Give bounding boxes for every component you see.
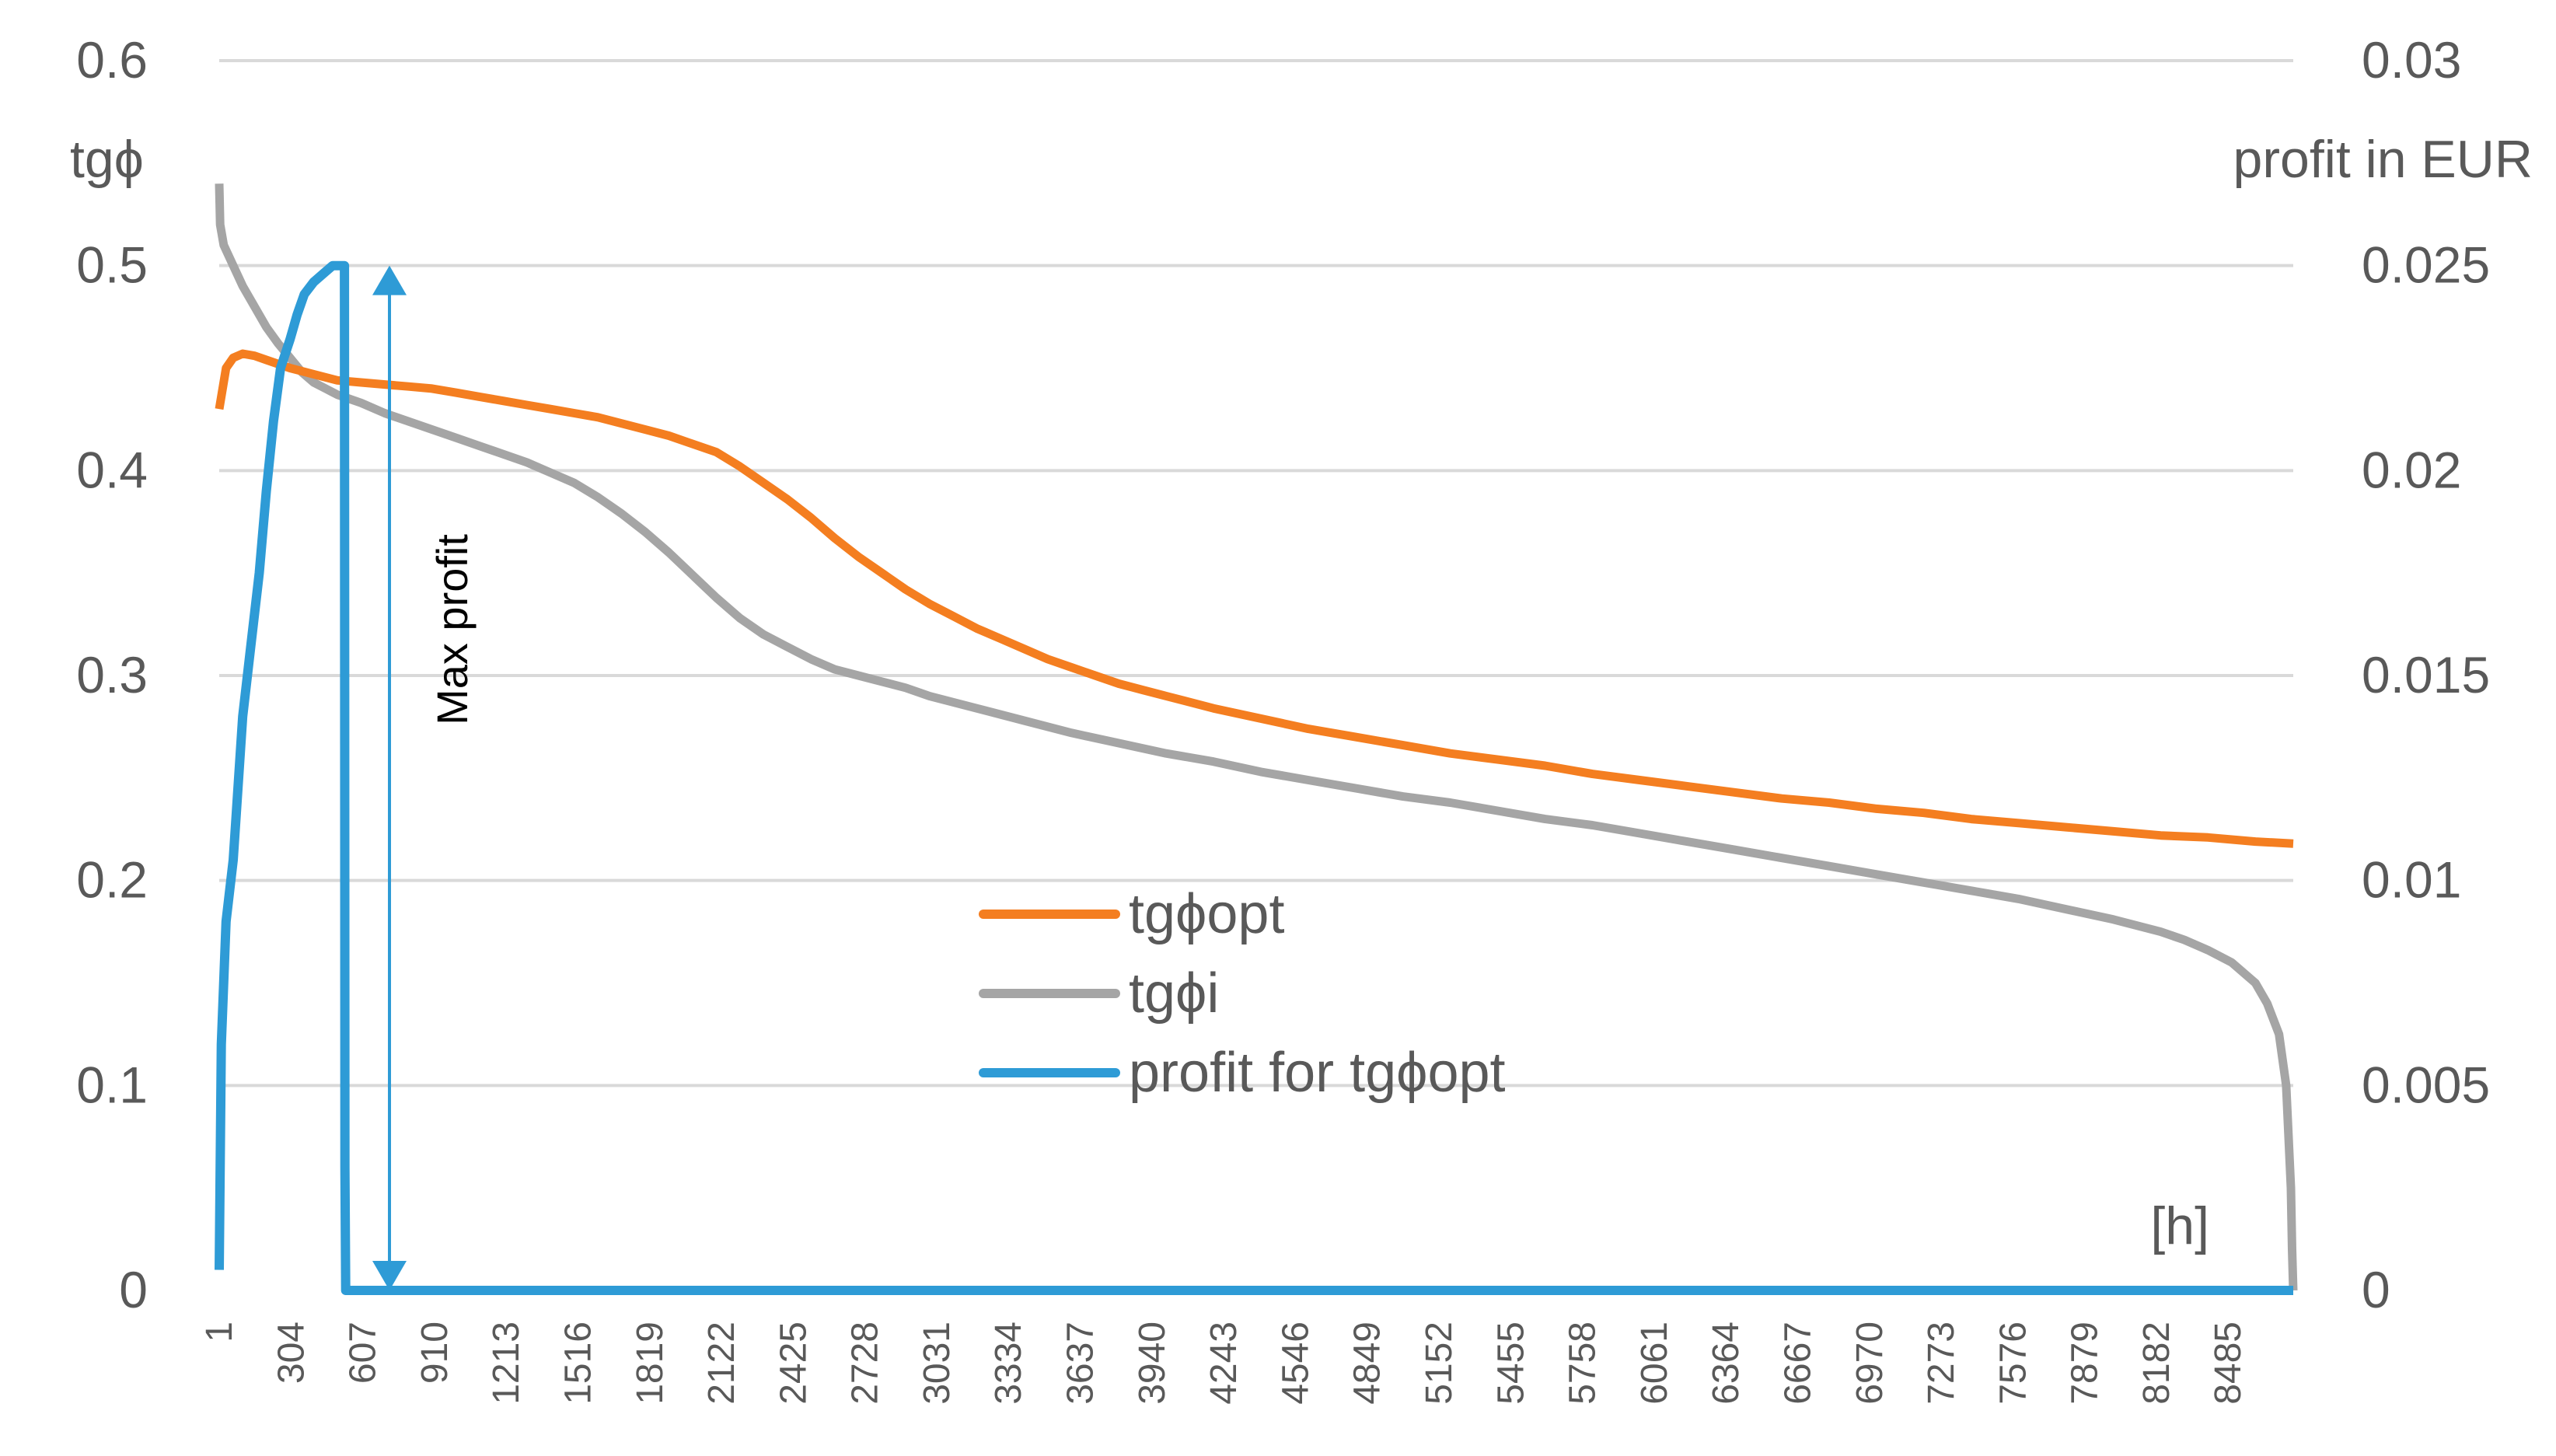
legend-label-2: profit for tgϕopt bbox=[1129, 1042, 1506, 1104]
left-y-tick-label: 0.6 bbox=[76, 31, 148, 89]
x-tick-label: 3334 bbox=[988, 1322, 1029, 1405]
right-y-tick-label: 0 bbox=[2362, 1261, 2390, 1318]
right-y-tick-label: 0.03 bbox=[2362, 31, 2461, 89]
x-tick-label: 910 bbox=[414, 1322, 456, 1384]
x-tick-label: 5758 bbox=[1563, 1322, 1604, 1405]
x-tick-label: 1213 bbox=[486, 1322, 527, 1405]
x-tick-label: 2728 bbox=[845, 1322, 886, 1405]
x-tick-label: 8485 bbox=[2208, 1322, 2249, 1405]
x-tick-label: 1516 bbox=[557, 1322, 599, 1405]
right-y-axis-ticks: 0 0.005 0.01 0.015 0.02 0.025 0.03 bbox=[2362, 31, 2490, 1318]
x-tick-label: 7879 bbox=[2065, 1322, 2106, 1405]
x-tick-label: 304 bbox=[271, 1322, 312, 1384]
x-tick-label: 7576 bbox=[1992, 1322, 2034, 1405]
legend-label-1: tgϕi bbox=[1129, 962, 1219, 1025]
max-profit-arrow-head-top bbox=[372, 265, 407, 295]
x-tick-label: 7273 bbox=[1921, 1322, 1962, 1405]
series-line-0 bbox=[215, 349, 2294, 848]
x-tick-label: 6061 bbox=[1634, 1322, 1675, 1405]
x-tick-label: 6364 bbox=[1706, 1322, 1747, 1405]
x-tick-label: 6667 bbox=[1777, 1322, 1818, 1405]
x-tick-label: 4849 bbox=[1347, 1322, 1388, 1405]
right-y-tick-label: 0.02 bbox=[2362, 441, 2461, 498]
series-line-2 bbox=[215, 260, 2293, 1295]
max-profit-arrow-head-bottom bbox=[372, 1261, 407, 1290]
x-tick-label: 5455 bbox=[1490, 1322, 1531, 1405]
left-y-tick-label: 0.1 bbox=[76, 1056, 148, 1113]
left-y-tick-label: 0.2 bbox=[76, 851, 148, 909]
series-line-1 bbox=[215, 183, 2298, 1291]
series-lines bbox=[215, 183, 2298, 1295]
x-tick-label: 1 bbox=[199, 1322, 240, 1343]
left-y-axis-ticks: 0 0.1 0.2 0.3 0.4 0.5 0.6 bbox=[76, 31, 148, 1318]
x-tick-label: 2122 bbox=[701, 1322, 742, 1405]
right-y-tick-label: 0.005 bbox=[2362, 1056, 2490, 1113]
x-tick-label: 3031 bbox=[917, 1322, 958, 1405]
x-tick-label: 2425 bbox=[773, 1322, 814, 1405]
legend-label-0: tgϕopt bbox=[1129, 883, 1284, 945]
right-y-tick-label: 0.01 bbox=[2362, 851, 2461, 909]
right-y-tick-label: 0.025 bbox=[2362, 236, 2490, 294]
right-axis-title: profit in EUR bbox=[2233, 130, 2533, 189]
x-tick-label: 6970 bbox=[1849, 1322, 1891, 1405]
left-y-tick-label: 0.4 bbox=[76, 441, 148, 498]
left-axis-title: tgϕ bbox=[70, 130, 144, 189]
gridlines bbox=[219, 59, 2293, 1088]
x-axis-title: [h] bbox=[2150, 1196, 2209, 1255]
left-y-tick-label: 0.5 bbox=[76, 236, 148, 294]
legend: tgϕopt tgϕi profit for tgϕopt bbox=[979, 883, 1506, 1104]
left-y-tick-label: 0.3 bbox=[76, 646, 148, 704]
x-axis-ticks: 1 304 607 910 1213 1516 1819 2122 2425 2728 3031 33… bbox=[199, 1322, 2249, 1405]
x-tick-label: 1819 bbox=[630, 1322, 671, 1405]
x-tick-label: 4243 bbox=[1203, 1322, 1245, 1405]
max-profit-annotation: Max profit bbox=[372, 265, 477, 1290]
x-tick-label: 3637 bbox=[1060, 1322, 1102, 1405]
x-tick-label: 4546 bbox=[1275, 1322, 1316, 1405]
x-tick-label: 607 bbox=[343, 1322, 384, 1384]
x-tick-label: 3940 bbox=[1132, 1322, 1173, 1405]
right-y-tick-label: 0.015 bbox=[2362, 646, 2490, 704]
max-profit-label: Max profit bbox=[428, 534, 477, 725]
x-tick-label: 8182 bbox=[2136, 1322, 2177, 1405]
left-y-tick-label: 0 bbox=[119, 1261, 148, 1318]
x-tick-label: 5152 bbox=[1419, 1322, 1460, 1405]
